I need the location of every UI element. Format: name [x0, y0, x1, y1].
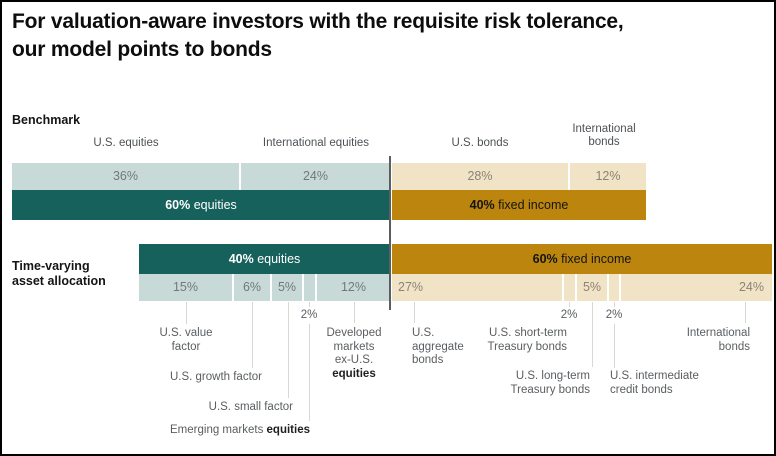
benchmark-group-equities-name: equities [193, 198, 237, 212]
tv-segment-developed-markets-ex-us-equities: 12% [317, 274, 390, 301]
label-us-small-factor: U.S. small factor [208, 401, 293, 413]
label-aggregate-line2: aggregate [412, 340, 464, 353]
benchmark-segment-us-equities: 36% [12, 163, 239, 190]
tv-segment-us-small-factor: 5% [272, 274, 302, 301]
label-us-value-factor: U.S. value factor [126, 327, 246, 354]
benchmark-group-equities: 60% equities [12, 190, 390, 220]
label-developed-line1: Developed [326, 327, 382, 339]
label-us-value-factor-line2: factor [171, 340, 201, 353]
benchmark-segment-international-bonds: 12% [570, 163, 646, 190]
label-aggregate-line1: U.S. [412, 327, 435, 339]
tv-group-equities: 40% equities [139, 244, 390, 274]
label-us-short-term-treasury-bonds: U.S. short-term Treasury bonds [427, 327, 567, 354]
label-international-line1: International [686, 327, 750, 339]
title-line-1: For valuation-aware investors with the r… [12, 10, 624, 33]
tv-segment-us-aggregate-bonds: 27% [392, 274, 562, 301]
page-title: For valuation-aware investors with the r… [12, 8, 712, 64]
tv-group-fixed-income: 60% fixed income [392, 244, 772, 274]
benchmark-segment-us-bonds: 28% [392, 163, 568, 190]
tv-segment-emerging-markets-equities [304, 274, 315, 301]
benchmark-segment-international-equities: 24% [241, 163, 390, 190]
time-varying-section-label-line2: asset allocation [12, 274, 106, 288]
tick-us-value-factor [186, 302, 187, 324]
tv-group-fixed-name: fixed income [561, 252, 632, 266]
label-international-line2: bonds [718, 340, 750, 353]
tv-segment-us-growth-factor: 6% [234, 274, 270, 301]
label-intermediate-line2: credit bonds [610, 383, 673, 396]
label-intermediate-line1: U.S. intermediate [610, 370, 699, 382]
tick-developed-markets [354, 302, 355, 323]
tick-international-bonds [745, 302, 746, 323]
label-developed-line3: ex-U.S. [334, 354, 374, 366]
col-label-us-equities: U.S. equities [93, 137, 159, 149]
tv-segment-us-value-factor: 15% [139, 274, 232, 301]
tick-emerging-bottom [309, 324, 310, 421]
label-aggregate-line3: bonds [412, 354, 444, 366]
time-varying-section-label-line1: Time-varying [12, 259, 90, 273]
label-developed-line2: markets [333, 340, 375, 353]
col-label-us-bonds: U.S. bonds [451, 137, 509, 149]
label-us-intermediate-credit-bonds: U.S. intermediate credit bonds [610, 370, 750, 397]
col-label-international-bonds-line2: bonds [588, 136, 620, 148]
tick-us-aggregate-bonds [414, 302, 415, 323]
tick-short-term-top [569, 302, 570, 307]
time-varying-section-label: Time-varying asset allocation [12, 259, 142, 289]
label-emerging-markets-equities: Emerging markets equities [110, 424, 310, 438]
label-us-aggregate-bonds: U.S. aggregate bonds [412, 327, 532, 368]
callout-emerging-pct: 2% [300, 309, 318, 321]
benchmark-group-fixed-name: fixed income [498, 198, 569, 212]
col-label-international-equities: International equities [262, 137, 370, 149]
tv-group-equities-pct: 40% [228, 252, 254, 266]
tick-us-small-factor [288, 302, 289, 398]
label-us-long-term-treasury-bonds: U.S. long-term Treasury bonds [450, 370, 590, 397]
tick-us-growth-factor [252, 302, 253, 368]
tv-segment-us-intermediate-credit-bonds [609, 274, 619, 301]
label-short-term-line2: Treasury bonds [487, 340, 567, 353]
tv-segment-us-long-term-treasury-bonds: 5% [577, 274, 607, 301]
equity-fixed-divider-line [389, 156, 391, 310]
benchmark-group-fixed-income: 40% fixed income [392, 190, 646, 220]
label-us-growth-factor: U.S. growth factor [169, 371, 262, 383]
label-developed-equities-emphasis: equities [332, 367, 376, 380]
label-us-value-factor-line1: U.S. value [159, 327, 213, 339]
tv-group-fixed-pct: 60% [532, 252, 558, 266]
benchmark-group-fixed-pct: 40% [469, 198, 495, 212]
tick-intermediate-bottom [614, 324, 615, 368]
col-label-international-bonds: International bonds [544, 123, 664, 149]
tick-intermediate-top [614, 302, 615, 307]
callout-intermediate-pct: 2% [605, 309, 623, 321]
label-international-bonds: International bonds [630, 327, 750, 354]
tick-us-long-term [592, 302, 593, 367]
tv-segment-international-bonds: 24% [621, 274, 772, 301]
label-short-term-line1: U.S. short-term [489, 327, 567, 339]
title-line-2: our model points to bonds [12, 38, 272, 61]
label-long-term-line2: Treasury bonds [510, 383, 590, 396]
benchmark-section-label: Benchmark [12, 113, 81, 127]
tick-emerging-top [309, 302, 310, 307]
label-emerging-prefix: Emerging markets [170, 424, 267, 436]
callout-short-term-pct: 2% [560, 309, 578, 321]
benchmark-group-equities-pct: 60% [165, 198, 191, 212]
tv-segment-us-short-term-treasury-bonds [564, 274, 575, 301]
label-emerging-equities-emphasis: equities [266, 424, 310, 436]
col-label-international-bonds-line1: International [572, 123, 636, 135]
label-developed-markets-ex-us-equities: Developed markets ex-U.S. equities [294, 327, 414, 381]
label-long-term-line1: U.S. long-term [515, 370, 590, 382]
tv-group-equities-name: equities [257, 252, 301, 266]
